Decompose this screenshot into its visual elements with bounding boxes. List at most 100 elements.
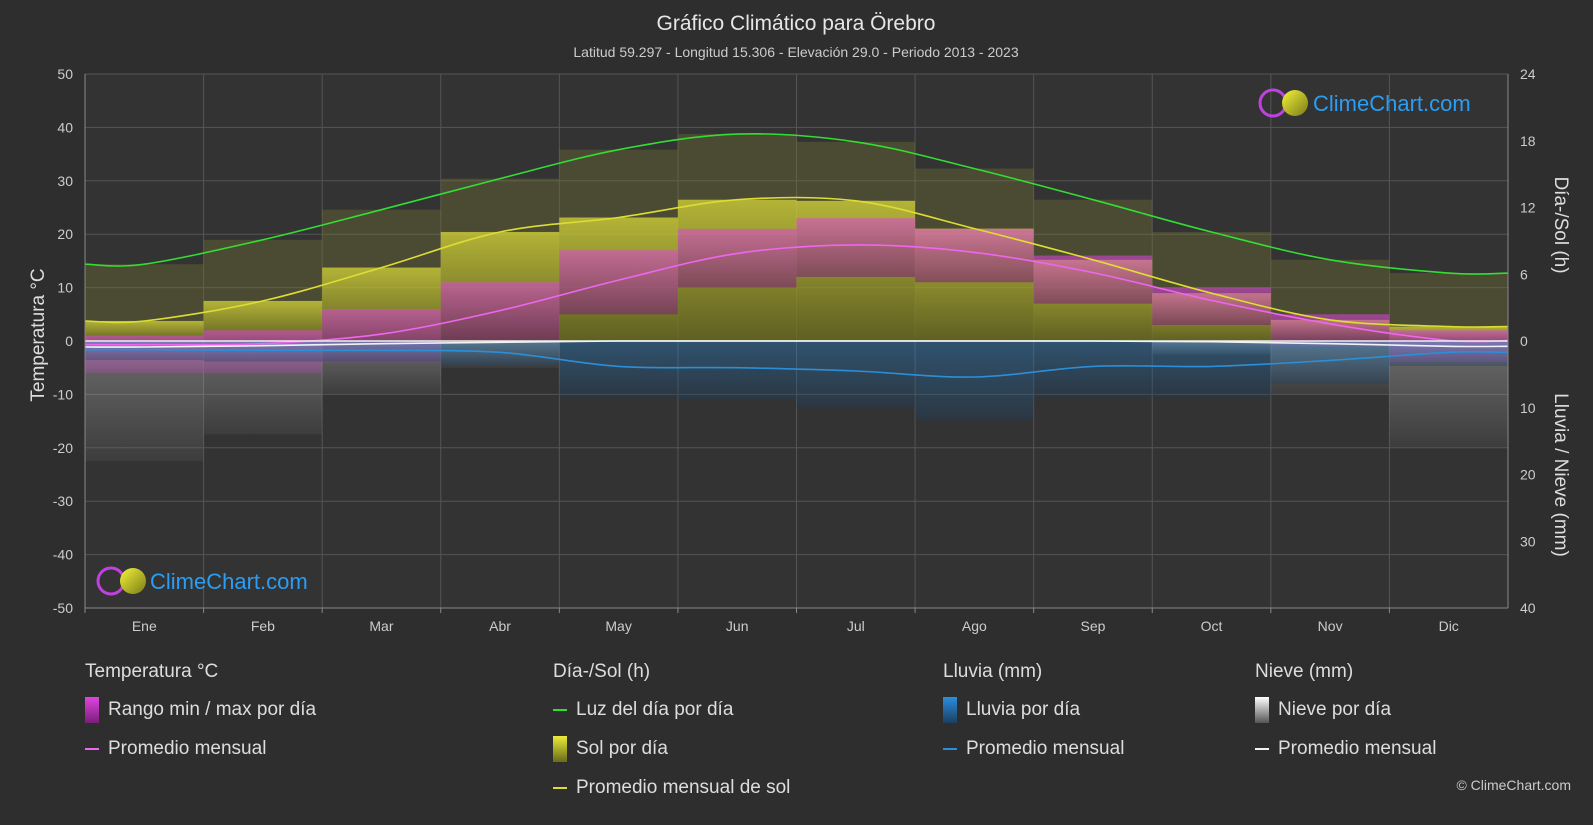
- legend-label: Promedio mensual: [1278, 738, 1437, 759]
- y-axis-right-title-top: Día-/Sol (h): [1550, 176, 1571, 273]
- sunshine-avg-line: [84, 196, 1509, 328]
- x-tick-label: Oct: [1201, 618, 1223, 634]
- x-tick-label: May: [605, 618, 631, 634]
- series-lines: [84, 133, 1509, 378]
- temp-avg-swatch: [85, 748, 99, 750]
- rain-avg-line: [84, 348, 1509, 378]
- x-tick-label: Mar: [369, 618, 393, 634]
- x-tick-label: Jul: [847, 618, 865, 634]
- legend-item-daylight: Luz del día por día: [553, 698, 790, 722]
- legend-title-rain: Lluvia (mm): [943, 661, 1043, 682]
- legend-group-rain: Lluvia (mm) Lluvia por día Promedio mens…: [943, 660, 1124, 776]
- y-tick-label-left: -50: [53, 600, 73, 616]
- y-tick-label-left: 30: [57, 173, 73, 189]
- legend-item-temp-range: Rango min / max por día: [85, 697, 317, 723]
- daylight-line: [84, 133, 1509, 275]
- rain-bar: [915, 341, 1034, 421]
- temp-range-bar: [796, 218, 916, 277]
- temp-range-bar: [677, 228, 797, 288]
- legend-label: Rango min / max por día: [108, 699, 317, 720]
- legend-group-temperature: Temperatura °C Rango min / max por día P…: [85, 660, 316, 776]
- legend-title-temperature: Temperatura °C: [85, 661, 219, 682]
- legend-item-sunshine: Sol por día: [553, 736, 790, 762]
- x-tick-label: Abr: [489, 618, 511, 634]
- legend-label: Lluvia por día: [966, 699, 1081, 720]
- legend-group-snow: Nieve (mm) Nieve por día Promedio mensua…: [1255, 660, 1436, 776]
- x-tick-label: Sep: [1080, 618, 1105, 634]
- legend: Temperatura °C Rango min / max por día P…: [0, 660, 1593, 825]
- legend-label: Promedio mensual de sol: [576, 777, 791, 798]
- data-areas: [85, 134, 1508, 462]
- y-tick-label-left: -40: [53, 547, 73, 563]
- y-tick-label-right-sun: 6: [1520, 266, 1528, 282]
- x-tick-label: Jun: [726, 618, 749, 634]
- y-axis-right-bottom-label: Lluvia / Nieve (mm): [1550, 393, 1571, 557]
- y-tick-label-left: -10: [53, 386, 73, 402]
- watermark-top: ClimeChart.com: [1258, 88, 1471, 118]
- legend-item-temp-avg: Promedio mensual: [85, 737, 316, 761]
- temp-range-swatch: [85, 697, 99, 723]
- temp-range-bar: [440, 282, 560, 341]
- legend-title-snow: Nieve (mm): [1255, 661, 1354, 682]
- y-axis-right-title-bottom: Lluvia / Nieve (mm): [1550, 393, 1571, 557]
- legend-item-rain-daily: Lluvia por día: [943, 697, 1124, 723]
- sun-avg-swatch: [553, 787, 567, 789]
- x-tick-label: Nov: [1318, 618, 1343, 634]
- watermark-text-top: ClimeChart.com: [1313, 91, 1471, 116]
- legend-item-rain-avg: Promedio mensual: [943, 737, 1124, 761]
- watermark-bottom: ClimeChart.com: [96, 566, 308, 596]
- daylight-swatch: [553, 709, 567, 711]
- rain-bar: [322, 341, 441, 362]
- y-axis-right-top-label: Día-/Sol (h): [1550, 176, 1571, 273]
- y-axis-left-label: Temperatura °C: [28, 268, 49, 401]
- y-tick-label-right-sun: 12: [1520, 200, 1536, 216]
- rain-bar: [677, 341, 797, 400]
- watermark-text-bottom: ClimeChart.com: [150, 569, 308, 594]
- x-tick-label: Ago: [962, 618, 987, 634]
- temp-range-bar: [559, 250, 678, 315]
- y-tick-label-right-sun: 0: [1520, 333, 1528, 349]
- temp-range-bar: [1033, 255, 1153, 304]
- x-tick-label: Dic: [1439, 618, 1459, 634]
- y-tick-label-left: 20: [57, 226, 73, 242]
- snow-bar: [85, 341, 204, 462]
- y-tick-label-right-precip: 20: [1520, 467, 1536, 483]
- temp-range-bar: [915, 228, 1034, 283]
- sunshine-swatch: [553, 736, 567, 762]
- rain-bar: [1152, 341, 1271, 397]
- y-tick-label-left: 0: [65, 333, 73, 349]
- rain-bar: [1033, 341, 1153, 397]
- y-tick-label-right-sun: 18: [1520, 133, 1536, 149]
- snow-avg-line: [84, 340, 1509, 348]
- logo-sun-icon: [1282, 90, 1308, 116]
- legend-label: Nieve por día: [1278, 699, 1392, 720]
- rain-bar: [440, 341, 560, 366]
- x-tick-label: Feb: [251, 618, 275, 634]
- chart-title: Gráfico Climático para Örebro: [657, 12, 936, 35]
- y-tick-label-right-precip: 30: [1520, 533, 1536, 549]
- y-tick-label-left: 10: [57, 280, 73, 296]
- x-tick-label: Ene: [132, 618, 157, 634]
- snow-swatch: [1255, 697, 1269, 723]
- y-tick-label-right-precip: 40: [1520, 600, 1536, 616]
- chart-subtitle: Latitud 59.297 - Longitud 15.306 - Eleva…: [573, 44, 1018, 60]
- legend-label: Promedio mensual: [966, 738, 1125, 759]
- y-tick-label-left: -30: [53, 493, 73, 509]
- rain-avg-swatch: [943, 748, 957, 750]
- legend-label: Sol por día: [576, 738, 668, 759]
- copyright: © ClimeChart.com: [1456, 777, 1571, 793]
- climate-chart: Gráfico Climático para Örebro Latitud 59…: [28, 12, 1571, 634]
- snow-avg-swatch: [1255, 748, 1269, 750]
- legend-item-snow-daily: Nieve por día: [1255, 697, 1436, 723]
- axes: 50 40 30 20 10 0 -10 -20 -30 -40 -50 24 18 12 6 0 10 20 30…: [53, 66, 1536, 634]
- y-tick-label-left: -20: [53, 440, 73, 456]
- y-tick-label-right-precip: 10: [1520, 400, 1536, 416]
- y-tick-label-right-sun: 24: [1520, 66, 1536, 82]
- legend-title-sun: Día-/Sol (h): [553, 661, 651, 682]
- legend-item-snow-avg: Promedio mensual: [1255, 737, 1436, 761]
- legend-item-sun-avg: Promedio mensual de sol: [553, 776, 790, 800]
- rain-swatch: [943, 697, 957, 723]
- logo-sun-icon: [120, 568, 146, 594]
- y-tick-label-left: 50: [57, 66, 73, 82]
- legend-group-sun: Día-/Sol (h) Luz del día por día Sol por…: [553, 660, 790, 815]
